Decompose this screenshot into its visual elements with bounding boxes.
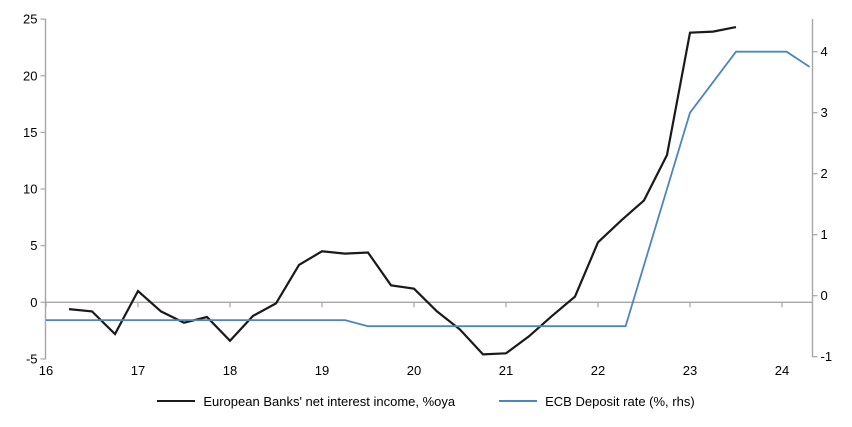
x-axis-tick-label: 23 bbox=[683, 363, 697, 378]
right-axis-tick-label: 0 bbox=[821, 288, 828, 303]
legend-line-sample-blue bbox=[499, 400, 538, 402]
right-axis-tick-label: 3 bbox=[821, 105, 828, 120]
x-axis-tick-label: 18 bbox=[223, 363, 237, 378]
legend-line-sample-black bbox=[157, 400, 196, 402]
x-axis-tick-label: 17 bbox=[131, 363, 145, 378]
x-axis-tick-label: 21 bbox=[499, 363, 513, 378]
legend: European Banks' net interest income, %oy… bbox=[0, 390, 852, 412]
left-axis-tick-label: 15 bbox=[23, 125, 37, 140]
series-line-net-interest-income bbox=[68, 26, 737, 356]
right-axis-tick-label: 2 bbox=[821, 166, 828, 181]
right-axis-tick-label: 4 bbox=[821, 44, 828, 59]
left-axis-tick-label: 0 bbox=[30, 295, 37, 310]
legend-item-net-interest-income: European Banks' net interest income, %oy… bbox=[157, 394, 455, 409]
x-axis-tick-label: 19 bbox=[315, 363, 329, 378]
left-axis-tick-label: 5 bbox=[30, 238, 37, 253]
legend-label-ecb-deposit-rate: ECB Deposit rate (%, rhs) bbox=[545, 393, 695, 409]
x-axis-tick-label: 22 bbox=[591, 363, 605, 378]
left-axis-tick-label: 20 bbox=[23, 68, 37, 83]
left-axis-tick-label: 10 bbox=[23, 182, 37, 197]
right-axis-tick-label: -1 bbox=[821, 349, 833, 364]
x-axis-tick-label: 24 bbox=[775, 363, 789, 378]
x-axis-tick-label: 20 bbox=[407, 363, 421, 378]
left-axis-tick-label: 25 bbox=[23, 12, 37, 27]
series-line-ecb-deposit-rate bbox=[46, 50, 811, 328]
legend-label-net-interest-income: European Banks' net interest income, %oy… bbox=[203, 393, 456, 409]
right-axis-tick-label: 1 bbox=[821, 227, 828, 242]
x-axis-tick-label: 16 bbox=[39, 363, 53, 378]
legend-item-ecb-deposit-rate: ECB Deposit rate (%, rhs) bbox=[499, 394, 695, 409]
left-axis-tick-label: -5 bbox=[26, 351, 38, 366]
